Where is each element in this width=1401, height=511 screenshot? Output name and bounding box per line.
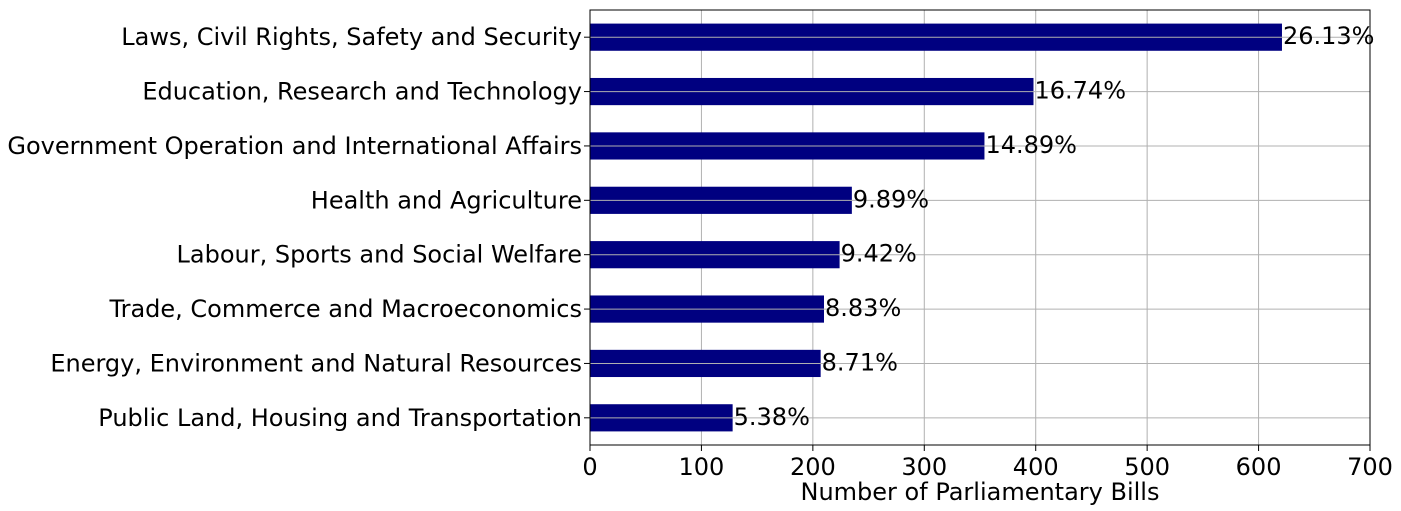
x-tick-label: 0 (582, 453, 597, 481)
grid-layer (589, 10, 1371, 445)
data-label: 26.13% (1283, 22, 1375, 50)
bar-layer (590, 23, 1370, 432)
label-layer: 0 100 200 300 400 500 600 700 Laws, Civil Rights… (7, 22, 1393, 481)
category-label: Labour, Sports and Social Welfare (177, 241, 582, 269)
plot-frame (589, 9, 1371, 446)
data-label: 8.71% (822, 348, 898, 376)
x-tick-label: 100 (679, 453, 725, 481)
category-label: Public Land, Housing and Transportation (98, 404, 582, 432)
x-tick-label: 600 (1236, 453, 1282, 481)
category-label: Government Operation and International A… (7, 132, 582, 160)
x-axis-label: Number of Parliamentary Bills (801, 478, 1160, 506)
x-tick-label: 200 (790, 453, 836, 481)
x-tick-label: 300 (901, 453, 947, 481)
data-label: 16.74% (1034, 77, 1126, 105)
x-tick-label: 700 (1347, 453, 1393, 481)
category-label: Health and Agriculture (311, 186, 582, 214)
data-label: 9.89% (853, 185, 929, 213)
data-label: 5.38% (734, 403, 810, 431)
category-label: Education, Research and Technology (142, 78, 582, 106)
data-label: 8.83% (825, 294, 901, 322)
category-label: Trade, Commerce and Macroeconomics (108, 295, 582, 323)
category-label: Energy, Environment and Natural Resource… (50, 349, 582, 377)
x-tick-label: 500 (1124, 453, 1170, 481)
category-label: Laws, Civil Rights, Safety and Security (121, 23, 582, 51)
data-label: 14.89% (985, 131, 1077, 159)
data-label: 9.42% (841, 240, 917, 268)
x-tick-label: 400 (1013, 453, 1059, 481)
